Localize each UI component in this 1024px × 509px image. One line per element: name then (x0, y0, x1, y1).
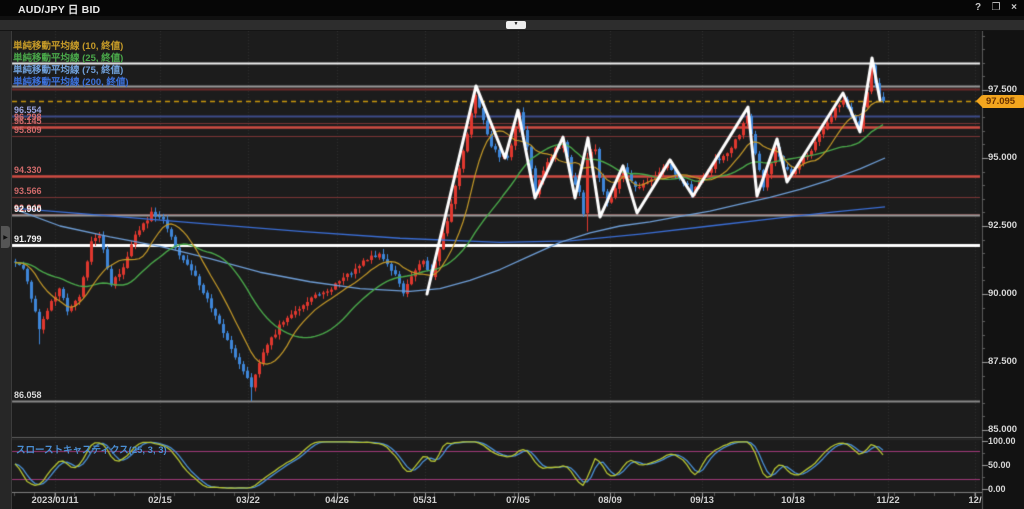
help-button[interactable]: ? (974, 2, 982, 13)
current-price-tag: 97.095 (976, 94, 1024, 108)
titlebar-divider (0, 16, 1024, 20)
maximize-button[interactable]: ❐ (991, 2, 1001, 13)
window-title: AUD/JPY 日 BID (18, 4, 101, 16)
window-titlebar[interactable]: AUD/JPY 日 BID ? ❐ × (0, 0, 1024, 16)
current-price-value: 97.095 (986, 95, 1016, 107)
chevron-down-icon: ▼ (513, 21, 519, 27)
window-controls: ? ❐ × (972, 1, 1020, 14)
panel-expand-button[interactable]: ▶ (1, 226, 10, 248)
toolbar-collapse-button[interactable]: ▼ (506, 21, 526, 29)
price-tag-arrow-icon (976, 94, 982, 107)
left-panel-strip: ▶ (0, 30, 12, 509)
toolbar: ▼ (0, 20, 1024, 31)
chevron-right-icon: ▶ (3, 235, 8, 241)
close-button[interactable]: × (1011, 2, 1017, 13)
